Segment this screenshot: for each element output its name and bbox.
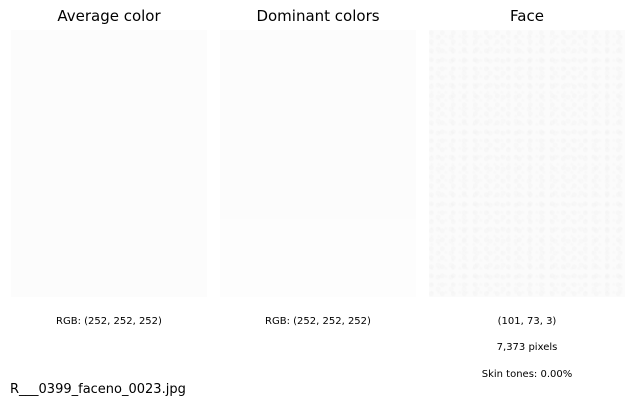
face-image [429, 30, 625, 297]
average-color-rgb-label: RGB: (252, 252, 252) [56, 316, 162, 327]
dominant-colors-swatch [220, 30, 416, 297]
average-color-panel: Average color RGB: (252, 252, 252) [11, 0, 207, 407]
dominant-colors-title: Dominant colors [256, 7, 380, 25]
face-title: Face [510, 7, 544, 25]
face-pixel-count: 7,373 pixels [496, 342, 558, 353]
face-skin-tones: Skin tones: 0.00% [481, 369, 573, 380]
dominant-colors-rgb-label: RGB: (252, 252, 252) [265, 316, 371, 327]
average-color-swatch [11, 30, 207, 297]
dominant-color-band-2 [220, 219, 416, 297]
face-panel: Face (101, 73, 3) 7,373 pixels Skin tone… [429, 0, 625, 407]
average-color-title: Average color [57, 7, 161, 25]
image-filename: R___0399_faceno_0023.jpg [10, 382, 186, 397]
dominant-color-band-1 [220, 30, 416, 219]
face-rgb-label: (101, 73, 3) [497, 316, 557, 327]
dominant-colors-panel: Dominant colors RGB: (252, 252, 252) [220, 0, 416, 407]
